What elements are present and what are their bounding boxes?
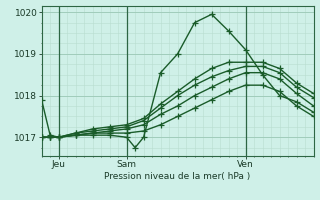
X-axis label: Pression niveau de la mer( hPa ): Pression niveau de la mer( hPa ) (104, 172, 251, 181)
